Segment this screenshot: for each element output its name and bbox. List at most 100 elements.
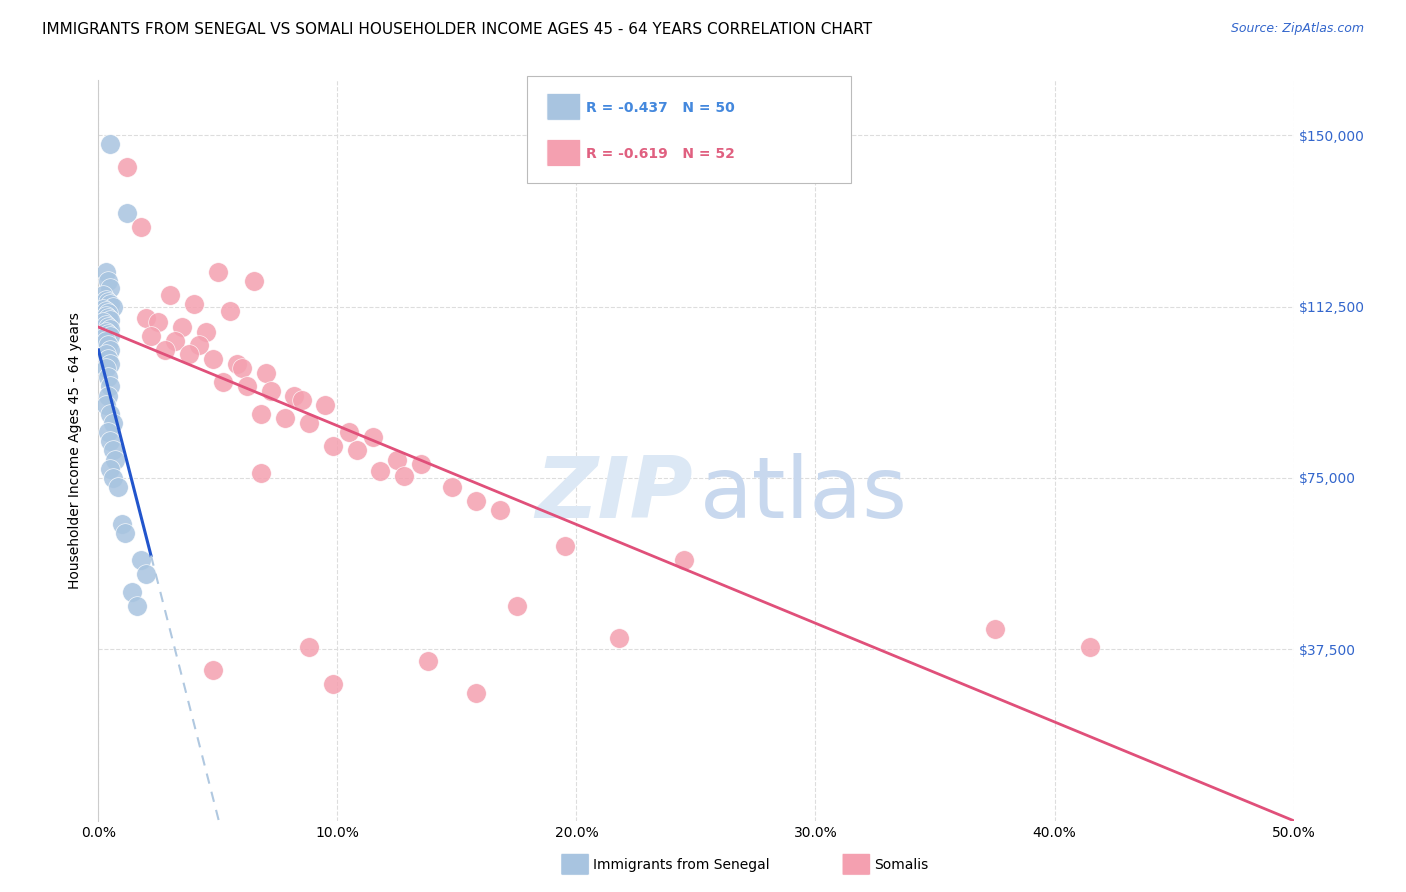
Point (231, 361, 253, 376)
Point (94, 304, 117, 318)
Point (98, 297, 122, 311)
Point (254, 366, 277, 380)
Point (385, 452, 409, 467)
Point (259, 384, 281, 398)
Point (1080, 640, 1102, 654)
Point (250, 407, 273, 421)
Point (94, 361, 117, 376)
Text: ZIP: ZIP (534, 453, 692, 536)
Point (101, 300, 124, 314)
Point (98, 137, 122, 152)
Point (159, 288, 181, 302)
Text: IMMIGRANTS FROM SENEGAL VS SOMALI HOUSEHOLDER INCOME AGES 45 - 64 YEARS CORRELAT: IMMIGRANTS FROM SENEGAL VS SOMALI HOUSEH… (42, 22, 872, 37)
Point (131, 553, 153, 567)
Point (315, 398, 337, 412)
Text: Source: ZipAtlas.com: Source: ZipAtlas.com (1230, 22, 1364, 36)
Point (274, 411, 297, 425)
Point (98, 379, 122, 393)
Point (418, 654, 440, 668)
Point (179, 347, 201, 361)
Point (131, 219, 153, 234)
Point (98, 281, 122, 295)
Point (101, 416, 124, 430)
Point (202, 663, 225, 677)
Point (291, 393, 314, 408)
Point (94, 398, 117, 412)
Point (250, 467, 273, 481)
Point (115, 160, 138, 174)
Point (91, 288, 114, 302)
Point (125, 599, 148, 613)
Point (98, 357, 122, 371)
Point (97, 294, 120, 309)
Point (98, 407, 122, 421)
Point (346, 443, 368, 458)
Point (94, 293, 117, 307)
Point (298, 416, 321, 430)
Point (207, 265, 229, 279)
Point (506, 599, 529, 613)
Point (94, 318, 117, 332)
Point (219, 304, 242, 318)
Y-axis label: Householder Income Ages 45 - 64 years: Householder Income Ages 45 - 64 years (69, 312, 83, 589)
Point (97, 306, 120, 320)
Point (97, 338, 120, 352)
Point (195, 325, 218, 339)
Point (322, 439, 344, 453)
Text: atlas: atlas (700, 453, 907, 536)
Point (609, 631, 631, 645)
Point (91, 301, 114, 316)
Point (121, 585, 143, 599)
Point (111, 516, 134, 531)
Point (97, 326, 120, 341)
Point (211, 375, 233, 389)
Point (226, 357, 249, 371)
Point (984, 622, 1007, 636)
Point (370, 464, 392, 478)
Point (673, 553, 696, 567)
Point (202, 352, 225, 367)
Point (97, 320, 120, 334)
Text: R = -0.619   N = 52: R = -0.619 N = 52 (586, 147, 735, 161)
Point (243, 274, 266, 288)
Point (114, 525, 136, 540)
Point (97, 370, 120, 384)
Point (97, 310, 120, 325)
Point (98, 461, 122, 475)
Point (139, 329, 162, 343)
Point (135, 310, 157, 325)
Point (98, 313, 122, 327)
Point (91, 316, 114, 330)
Point (97, 274, 120, 288)
Text: Immigrants from Senegal: Immigrants from Senegal (593, 858, 770, 872)
Point (554, 540, 576, 554)
Point (104, 452, 127, 467)
Point (465, 686, 488, 700)
Point (91, 331, 114, 345)
Point (339, 425, 361, 440)
Point (97, 389, 120, 403)
Point (94, 334, 117, 348)
Point (183, 297, 205, 311)
Point (98, 343, 122, 357)
Point (283, 389, 305, 403)
Point (411, 457, 433, 471)
Point (97, 425, 120, 440)
Point (489, 503, 512, 517)
Point (101, 443, 124, 458)
Point (115, 206, 138, 220)
Point (172, 320, 194, 334)
Point (94, 309, 117, 323)
Point (135, 566, 157, 581)
Point (94, 265, 117, 279)
Point (441, 480, 464, 494)
Text: Somalis: Somalis (875, 858, 929, 872)
Point (97, 352, 120, 367)
Point (107, 480, 129, 494)
Point (94, 347, 117, 361)
Text: R = -0.437   N = 50: R = -0.437 N = 50 (586, 101, 735, 115)
Point (101, 471, 124, 485)
Point (94, 325, 117, 339)
Point (235, 379, 257, 393)
Point (98, 434, 122, 449)
